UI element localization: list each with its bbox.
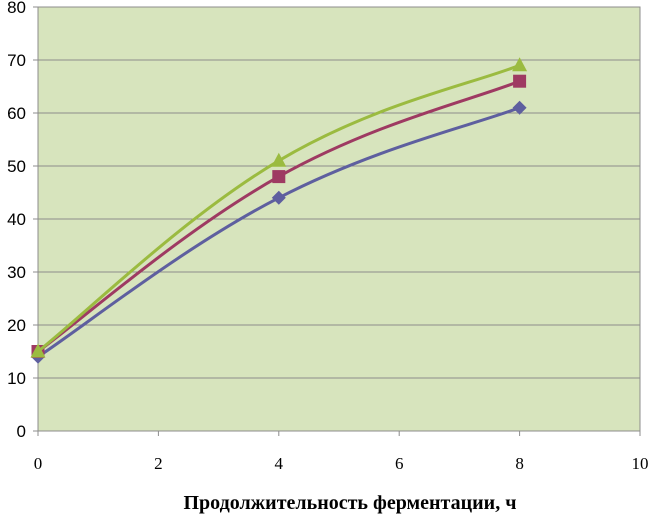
data-point-s3-2: [271, 152, 287, 167]
x-axis-label: Продолжительность ферментации, ч: [183, 492, 517, 514]
data-point-s3-3: [512, 57, 528, 72]
gridlines: [33, 6, 641, 436]
data-point-s1-3: [512, 100, 527, 115]
data-point-s3-1: [30, 343, 46, 358]
y-tick-label: 0: [17, 422, 26, 441]
x-tick-label: 2: [154, 454, 163, 473]
y-tick-label: 60: [7, 104, 26, 123]
data-point-s2-3: [513, 74, 527, 88]
y-tick-label: 30: [7, 263, 26, 282]
y-tick-label: 20: [7, 316, 26, 335]
x-tick-label: 6: [395, 454, 404, 473]
x-axis-ticks: 0 2 4 6 8 10: [34, 454, 649, 473]
y-tick-label: 10: [7, 369, 26, 388]
y-tick-label: 40: [7, 210, 26, 229]
y-tick-label: 50: [7, 157, 26, 176]
data-point-s2-2: [272, 170, 286, 184]
x-tick-label: 10: [632, 454, 649, 473]
y-tick-label: 80: [7, 0, 26, 17]
series-layer: [30, 57, 528, 364]
data-point-s1-2: [271, 190, 286, 205]
x-tick-label: 4: [275, 454, 284, 473]
y-tick-label: 70: [7, 51, 26, 70]
y-axis-ticks: 0 10 20 30 40 50 60 70 80: [7, 0, 26, 441]
x-tick-label: 8: [515, 454, 524, 473]
x-tick-label: 0: [34, 454, 43, 473]
